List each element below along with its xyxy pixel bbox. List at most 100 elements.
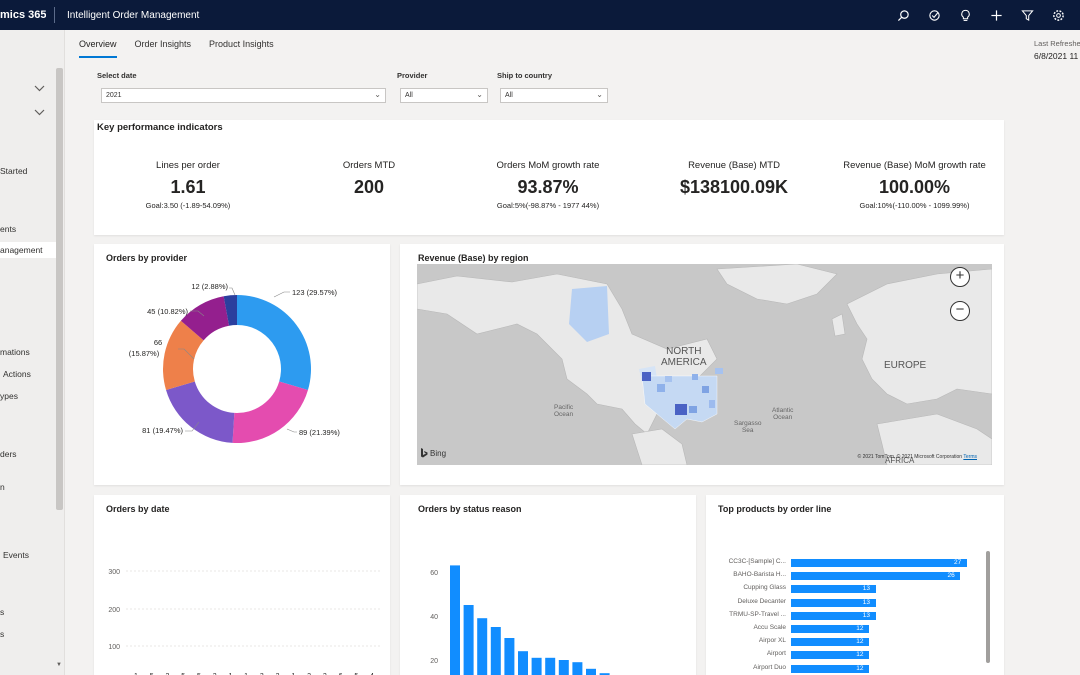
orders-by-provider-card: Orders by provider 123 (29.57%) 89 (21.39… — [94, 244, 390, 485]
map-label-line: Atlantic — [772, 407, 794, 414]
settings-icon[interactable] — [1043, 0, 1074, 30]
bing-logo-text: Bing — [430, 448, 447, 458]
brand-name[interactable]: mics 365 — [0, 9, 46, 21]
provider-select-value: All — [405, 92, 413, 99]
donut-slice[interactable] — [163, 320, 204, 390]
kpi-lines-per-order[interactable]: Lines per order 1.61 Goal:3.50 (-1.89-54… — [98, 160, 278, 210]
sidebar-item-orders[interactable]: ders — [0, 449, 17, 459]
product-bar[interactable] — [791, 638, 870, 647]
scroll-down-arrow-icon[interactable]: ▼ — [56, 662, 62, 668]
product-bar[interactable] — [791, 611, 876, 620]
donut-slice[interactable] — [223, 295, 237, 326]
sidebar-item-actions[interactable]: Actions — [3, 369, 31, 379]
kpi-value: 93.87% — [517, 177, 579, 197]
provider-filter-label: Provider — [397, 71, 428, 80]
map-label-pacific: Pacific Ocean — [554, 404, 573, 418]
product-bar[interactable] — [791, 625, 870, 633]
tab-order-insights[interactable]: Order Insights — [134, 39, 192, 49]
map-label-line: Sargasso — [734, 420, 762, 427]
product-label: Airport Duo — [753, 663, 786, 671]
map-label-line: Ocean — [554, 411, 574, 418]
report-tabs: Overview Order Insights Product Insights — [79, 39, 274, 58]
product-label: Deluxe Decanter — [737, 597, 786, 605]
status-bar[interactable] — [504, 638, 515, 675]
status-bar[interactable] — [545, 657, 556, 675]
data-label: 2 — [166, 673, 170, 675]
sidebar-item-types[interactable]: ypes — [0, 391, 18, 401]
kpi-orders-mom-growth[interactable]: Orders MoM growth rate 93.87% Goal:5%(-9… — [458, 160, 638, 210]
kpi-label: Lines per order — [156, 160, 220, 171]
report-canvas: Overview Order Insights Product Insights… — [65, 30, 1080, 675]
sidebar-item-order-management[interactable]: anagement — [0, 242, 56, 258]
chevron-down-icon[interactable] — [34, 84, 45, 94]
y-tick-label: 300 — [108, 569, 120, 576]
sidebar-item-getting-started[interactable]: Started — [0, 166, 28, 176]
data-label: 3 — [260, 673, 264, 675]
task-icon[interactable] — [919, 0, 950, 30]
sidebar-item-agents[interactable]: ents — [0, 224, 17, 234]
sidebar-item-s1[interactable]: s — [0, 607, 5, 617]
product-label: Cupping Glass — [743, 584, 786, 592]
orders-by-status-chart[interactable]: 6040209 — [400, 495, 696, 675]
kpi-orders-mtd[interactable]: Orders MTD 200 — [279, 160, 459, 201]
plus-icon[interactable] — [981, 0, 1012, 30]
product-bar[interactable] — [791, 651, 870, 660]
product-value: 12 — [856, 651, 864, 659]
product-bar[interactable] — [791, 664, 870, 673]
donut-slice[interactable] — [232, 381, 308, 443]
donut-slice[interactable] — [237, 295, 311, 390]
orders-by-date-chart[interactable]: 30020010001525521132122654Fe...M...M...M… — [94, 495, 390, 675]
status-bar[interactable] — [518, 651, 528, 675]
search-icon[interactable] — [888, 0, 919, 30]
product-value: 13 — [862, 611, 870, 619]
status-bar[interactable] — [477, 618, 488, 675]
status-bar[interactable] — [599, 673, 610, 675]
sidebar-item-s2[interactable]: s — [0, 629, 5, 639]
product-bar[interactable] — [791, 572, 961, 581]
top-products-scrollbar[interactable] — [986, 551, 990, 663]
status-bar[interactable] — [450, 565, 460, 675]
chevron-down-icon[interactable] — [34, 108, 45, 118]
lightbulb-icon[interactable] — [950, 0, 981, 30]
status-bar[interactable] — [490, 627, 501, 675]
kpi-value: 1.61 — [170, 177, 206, 197]
product-label: BAHO-Barista H... — [733, 571, 786, 579]
y-tick-label: 200 — [108, 607, 120, 614]
top-bar: mics 365 Intelligent Order Management — [0, 0, 1080, 30]
orders-by-provider-donut[interactable]: 123 (29.57%) 89 (21.39%) 81 (19.47%) 66 (15.… — [94, 244, 390, 485]
top-bar-icons — [888, 0, 1074, 30]
status-bar[interactable] — [463, 605, 474, 675]
product-value: 13 — [862, 585, 870, 593]
status-bar[interactable] — [558, 660, 569, 675]
filter-icon[interactable] — [1012, 0, 1043, 30]
zoom-in-button[interactable]: + — [950, 267, 970, 287]
status-bar[interactable] — [531, 657, 542, 675]
kpi-label: Orders MTD — [342, 160, 396, 171]
tab-overview[interactable]: Overview — [79, 39, 117, 58]
sidebar-item-orchestrations[interactable]: mations — [0, 347, 30, 357]
kpi-revenue-mom-growth[interactable]: Revenue (Base) MoM growth rate 100.00% G… — [822, 160, 1007, 210]
status-bar[interactable] — [572, 662, 583, 675]
data-label: 2 — [323, 673, 327, 675]
product-bar[interactable] — [791, 585, 876, 594]
map-terms-link[interactable]: Terms — [963, 454, 977, 460]
sidebar-scrollbar[interactable] — [56, 68, 63, 510]
sidebar-item-n[interactable]: n — [0, 482, 5, 492]
product-bar[interactable] — [791, 559, 967, 567]
product-bar[interactable] — [791, 598, 876, 607]
status-bar[interactable] — [586, 668, 596, 675]
revenue-map[interactable]: NORTH AMERICA EUROPE Pacific Ocean Atlan… — [417, 264, 992, 465]
date-select[interactable]: 2021 ⌄ — [101, 88, 386, 103]
date-select-value: 2021 — [106, 92, 122, 99]
donut-slice[interactable] — [180, 296, 230, 341]
zoom-out-button[interactable]: − — [950, 301, 970, 321]
provider-select[interactable]: All ⌄ — [400, 88, 488, 103]
map-label-europe: EUROPE — [884, 360, 927, 371]
donut-slice[interactable] — [166, 381, 235, 443]
kpi-revenue-mtd[interactable]: Revenue (Base) MTD $138100.09K — [644, 160, 824, 201]
tab-product-insights[interactable]: Product Insights — [209, 39, 274, 49]
country-select[interactable]: All ⌄ — [500, 88, 608, 103]
kpi-card-title: Key performance indicators — [97, 122, 223, 133]
app-title[interactable]: Intelligent Order Management — [67, 9, 200, 21]
sidebar-item-events[interactable]: Events — [3, 550, 29, 560]
